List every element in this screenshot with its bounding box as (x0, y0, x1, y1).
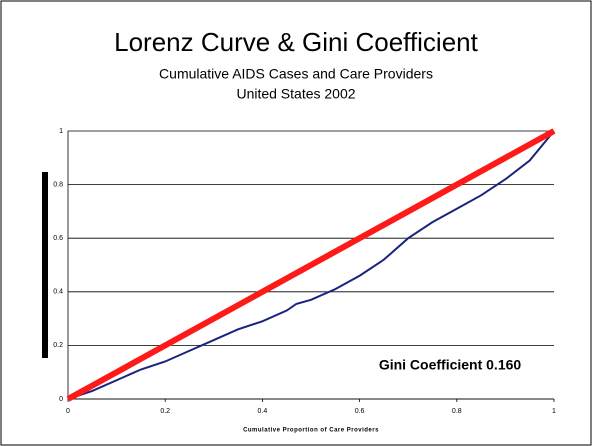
x-tick-label: 0.8 (452, 408, 462, 415)
x-tick-label: 0.6 (355, 408, 365, 415)
series-line (66, 128, 556, 402)
y-axis-bar (42, 172, 48, 358)
y-tick-label: 0.6 (53, 235, 63, 242)
y-tick-label: 1 (59, 128, 63, 135)
annotation: Gini Coefficient 0.160 (379, 357, 522, 373)
x-tick-label: 0.2 (160, 408, 170, 415)
x-tick-label: 0 (66, 408, 70, 415)
chart-title: Lorenz Curve & Gini Coefficient (114, 27, 478, 57)
series-line (67, 130, 555, 400)
chart-subtitle: Cumulative AIDS Cases and Care Providers (159, 66, 433, 82)
y-tick-label: 0 (59, 396, 63, 403)
x-tick-label: 1 (552, 408, 556, 415)
y-tick-label: 0.2 (53, 342, 63, 349)
x-axis-label: Cumulative Proportion of Care Providers (243, 428, 379, 434)
y-tick-label: 0.8 (53, 181, 63, 188)
chart-subtitle: United States 2002 (236, 86, 355, 102)
y-tick-label: 0.4 (53, 289, 63, 296)
x-tick-label: 0.4 (258, 408, 268, 415)
